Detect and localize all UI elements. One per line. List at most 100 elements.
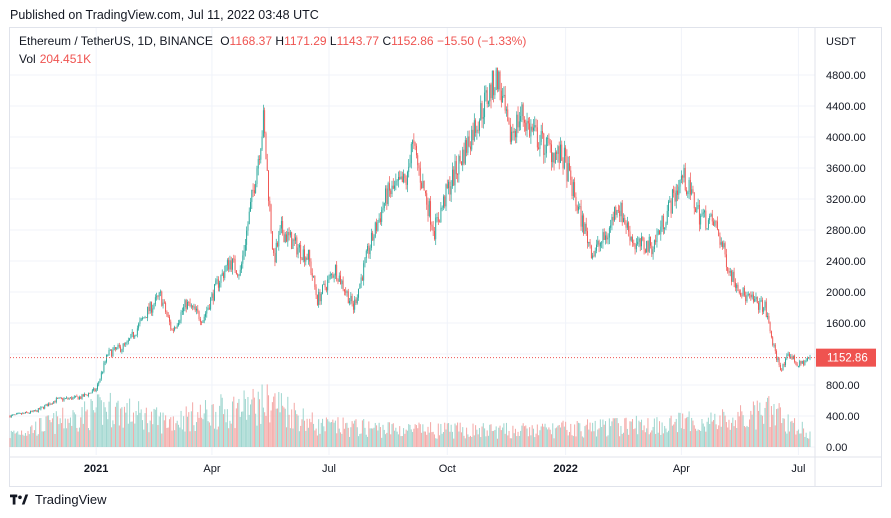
candle-body — [239, 269, 241, 276]
last-price-badge — [816, 348, 876, 367]
candle-body — [508, 120, 510, 125]
candle-body — [64, 398, 66, 400]
candle-body — [82, 394, 84, 397]
volume-bar — [786, 433, 788, 447]
volume-bar — [785, 431, 787, 447]
candle-body — [138, 323, 140, 329]
candle-body — [630, 236, 632, 241]
volume-bar — [489, 424, 491, 447]
candle-body — [313, 275, 314, 277]
volume-bar — [643, 425, 645, 447]
candle-body — [104, 361, 106, 363]
volume-bar — [709, 423, 711, 447]
candle-body — [211, 293, 213, 298]
volume-bar — [60, 423, 62, 447]
volume-bar — [686, 417, 688, 447]
candle-body — [134, 335, 136, 338]
volume-bar — [46, 415, 48, 447]
volume-bar — [532, 428, 534, 447]
volume-bar — [242, 411, 244, 447]
volume-bar — [731, 422, 733, 447]
volume-bar — [143, 429, 145, 447]
volume-bar — [158, 416, 160, 447]
volume-bar — [445, 429, 447, 447]
volume-bar — [153, 408, 155, 447]
candle-body — [94, 388, 96, 392]
volume-bar — [310, 422, 312, 447]
volume-bar — [154, 409, 156, 447]
candle-body — [144, 317, 146, 319]
candle-body — [451, 169, 453, 187]
candle-body — [585, 223, 587, 232]
volume-bar — [401, 435, 403, 447]
candle-body — [578, 206, 579, 211]
candle-body — [653, 240, 655, 250]
volume-bar — [256, 425, 258, 447]
volume-bar — [404, 433, 406, 447]
candle-body — [174, 327, 176, 331]
symbol-title[interactable]: Ethereum / TetherUS, 1D, BINANCE — [19, 34, 213, 48]
candle-body — [661, 215, 663, 227]
volume-bar — [714, 413, 716, 447]
candle-body — [521, 104, 523, 117]
candle-body — [422, 180, 424, 189]
volume-bar — [284, 408, 286, 447]
candle-body — [804, 361, 806, 365]
volume-bar — [235, 408, 237, 447]
volume-bar — [409, 424, 411, 447]
volume-bar — [179, 427, 181, 447]
volume-bar — [374, 422, 376, 447]
volume-bar — [273, 396, 275, 447]
volume-bar — [693, 425, 695, 447]
volume-bar — [117, 400, 119, 447]
volume-bar — [192, 402, 194, 447]
y-tick-label: 4800.00 — [826, 70, 866, 82]
candle-body — [274, 253, 276, 263]
volume-bar — [98, 394, 100, 447]
volume-bar — [601, 426, 603, 447]
volume-bar — [30, 426, 32, 447]
volume-bar — [424, 431, 426, 447]
candle-body — [691, 189, 693, 195]
candle-body — [406, 172, 408, 185]
volume-bar — [194, 430, 196, 447]
volume-bar — [607, 435, 609, 447]
volume-bar — [144, 413, 146, 447]
x-tick-label: Jul — [791, 463, 805, 475]
volume-bar — [720, 426, 722, 447]
volume-bar — [45, 416, 47, 447]
candle-body — [86, 394, 88, 396]
volume-bar — [737, 411, 739, 447]
volume-bar — [342, 417, 344, 447]
volume-bar — [297, 415, 299, 447]
volume-bar — [751, 414, 753, 447]
candle-body — [518, 121, 520, 128]
volume-bar — [399, 426, 401, 447]
candle-body — [250, 201, 251, 212]
candle-body — [374, 222, 376, 237]
candle-body — [367, 245, 369, 251]
volume-bar — [247, 397, 249, 447]
footer-brand[interactable]: TradingView — [10, 492, 107, 507]
candle-body — [659, 230, 660, 235]
volume-bar — [185, 406, 187, 447]
candle-body — [262, 110, 264, 137]
volume-bar — [280, 393, 282, 447]
volume-bar — [341, 433, 343, 447]
volume-bar — [210, 425, 212, 447]
candle-body — [695, 208, 696, 213]
candle-body — [723, 243, 725, 248]
volume-bar — [76, 427, 78, 447]
candle-body — [273, 249, 275, 254]
candle-body — [241, 263, 242, 270]
candle-body — [583, 215, 585, 234]
candle-body — [500, 90, 502, 103]
volume-bar — [666, 432, 668, 447]
candle-body — [203, 316, 205, 322]
candle-body — [230, 260, 232, 270]
volume-bar — [640, 419, 643, 447]
volume-bar — [707, 417, 709, 447]
candle-body — [563, 147, 565, 169]
volume-bar — [327, 419, 329, 447]
